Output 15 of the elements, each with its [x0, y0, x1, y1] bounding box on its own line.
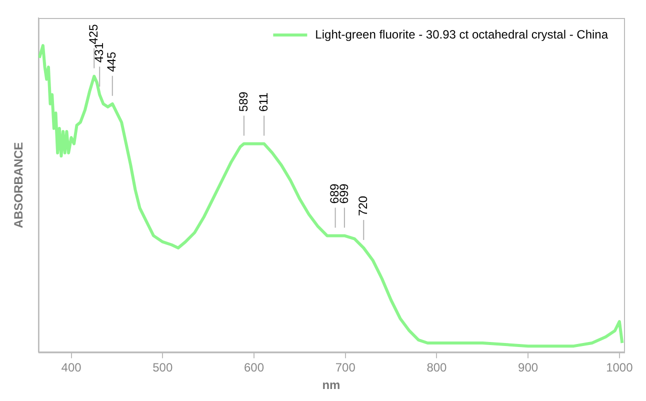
- annotation: 720: [356, 196, 370, 216]
- x-axis-title: nm: [322, 378, 340, 392]
- x-tick-label: 1000: [606, 360, 634, 375]
- x-tick-label: 800: [426, 360, 448, 375]
- x-tick-label: 400: [61, 360, 82, 375]
- x-tick-label: 600: [244, 360, 264, 375]
- x-tick-label: 700: [335, 360, 356, 375]
- x-tick-label: 900: [518, 360, 538, 375]
- x-tick-label: 500: [152, 360, 173, 375]
- annotation: 589: [236, 91, 250, 112]
- legend-label: Light-green fluorite - 30.93 ct octahedral crystal - China: [315, 27, 608, 42]
- annotation: 611: [256, 92, 270, 112]
- annotation: 425: [86, 24, 100, 44]
- annotation: 445: [104, 52, 119, 72]
- y-axis-title: ABSORBANCE: [12, 142, 26, 228]
